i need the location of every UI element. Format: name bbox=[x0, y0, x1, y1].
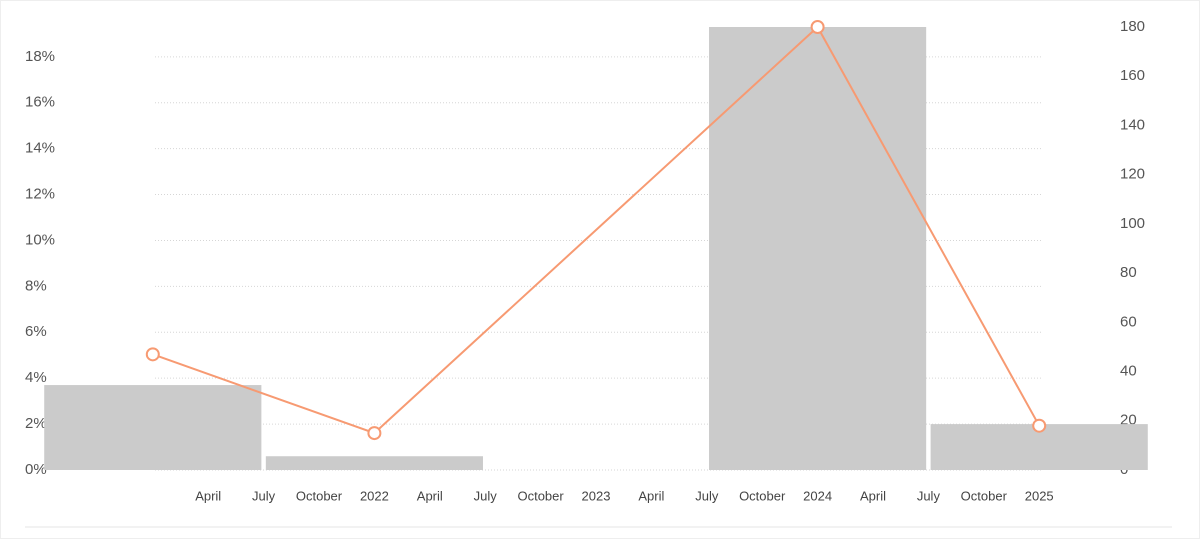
x-tick-label: April bbox=[860, 488, 886, 503]
y2-tick-label: 100 bbox=[1120, 215, 1145, 232]
x-tick-label: July bbox=[917, 488, 941, 503]
x-tick-label: July bbox=[474, 488, 498, 503]
y2-tick-label: 140 bbox=[1120, 116, 1145, 133]
y2-tick-label: 160 bbox=[1120, 67, 1145, 84]
x-tick-label: October bbox=[517, 488, 564, 503]
x-tick-label: 2023 bbox=[582, 488, 611, 503]
y-tick-label: 12% bbox=[25, 186, 55, 203]
y-tick-label: 14% bbox=[25, 140, 55, 157]
y2-tick-label: 60 bbox=[1120, 313, 1137, 330]
y-tick-label: 10% bbox=[25, 231, 55, 248]
y2-tick-label: 80 bbox=[1120, 264, 1137, 281]
x-tick-label: July bbox=[252, 488, 276, 503]
line-marker bbox=[1032, 418, 1047, 433]
x-tick-label: July bbox=[695, 488, 719, 503]
x-tick-label: April bbox=[195, 488, 221, 503]
x-tick-label: October bbox=[961, 488, 1008, 503]
x-tick-label: October bbox=[296, 488, 343, 503]
x-tick-label: 2022 bbox=[360, 488, 389, 503]
y-tick-label: 16% bbox=[25, 94, 55, 111]
y-tick-label: 8% bbox=[25, 277, 47, 294]
y-tick-label: 2% bbox=[25, 415, 47, 432]
bar bbox=[709, 27, 927, 470]
bar bbox=[265, 456, 483, 470]
line-marker bbox=[367, 426, 382, 441]
y-tick-label: 4% bbox=[25, 369, 47, 386]
y-tick-label: 0% bbox=[25, 461, 47, 478]
y-tick-label: 18% bbox=[25, 48, 55, 65]
x-tick-label: April bbox=[417, 488, 443, 503]
y2-tick-label: 180 bbox=[1120, 18, 1145, 35]
x-tick-label: April bbox=[638, 488, 664, 503]
line-marker bbox=[145, 347, 160, 362]
x-tick-label: October bbox=[739, 488, 786, 503]
y2-tick-label: 40 bbox=[1120, 363, 1137, 380]
bar bbox=[44, 385, 262, 470]
y-tick-label: 6% bbox=[25, 323, 47, 340]
x-tick-label: 2025 bbox=[1025, 488, 1054, 503]
line bbox=[152, 25, 1041, 435]
x-tick-label: 2024 bbox=[803, 488, 832, 503]
line-marker bbox=[810, 20, 825, 34]
y2-tick-label: 120 bbox=[1120, 166, 1145, 183]
